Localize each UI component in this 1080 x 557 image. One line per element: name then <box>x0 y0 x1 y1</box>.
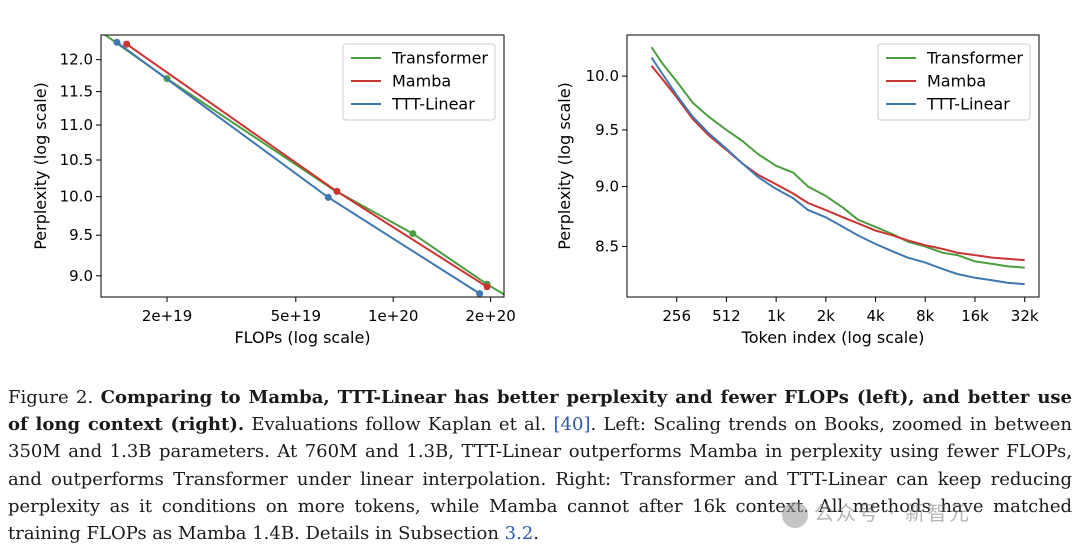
x-axis-label: FLOPs (log scale) <box>234 328 370 347</box>
series-line-transformer <box>650 46 1025 269</box>
legend-label: TTT-Linear <box>391 95 475 114</box>
series-line-ttt-linear <box>650 56 1025 286</box>
x-tick-label: 2e+20 <box>465 307 515 325</box>
data-point-ttt-linear <box>476 290 484 297</box>
caption-part3: . <box>533 523 540 545</box>
y-tick-label: 8.5 <box>595 237 619 255</box>
x-tick-label: 5e+19 <box>271 307 321 325</box>
data-point-transformer <box>409 230 417 238</box>
caption-part1: Evaluations follow Kaplan et al. <box>244 414 554 436</box>
y-tick-label: 12.0 <box>60 51 93 69</box>
y-tick-label: 9.5 <box>69 226 93 244</box>
figure-caption: Figure 2. Comparing to Mamba, TTT-Linear… <box>8 384 1072 547</box>
legend-label: Transformer <box>391 49 488 68</box>
x-axis-label: Token index (log scale) <box>741 328 925 347</box>
data-point-mamba <box>483 283 491 291</box>
y-tick-label: 10.0 <box>586 67 619 85</box>
caption-part2: . Left: Scaling trends on Books, zoomed … <box>8 414 1072 545</box>
data-point-mamba <box>333 187 341 195</box>
x-tick-label: 512 <box>712 307 741 325</box>
y-tick-label: 10.5 <box>60 151 93 169</box>
x-tick-label: 2e+19 <box>142 307 192 325</box>
x-tick-label: 8k <box>916 307 935 325</box>
y-tick-label: 9.0 <box>69 267 93 285</box>
chart-panel-1: 2e+19 5e+19 1e+20 2e+20 9.0 9.5 10.0 10.5 11.0 11… <box>31 34 516 347</box>
data-point-mamba <box>123 40 131 48</box>
x-tick-label: 2k <box>817 307 836 325</box>
citation-link-40[interactable]: [40] <box>553 414 591 436</box>
y-tick-label: 11.5 <box>60 83 93 101</box>
y-tick-label: 9.0 <box>595 178 619 196</box>
plot-frame <box>626 34 1040 298</box>
figure-charts: 2e+19 5e+19 1e+20 2e+20 9.0 9.5 10.0 10.5 11.0 11… <box>31 34 1040 347</box>
series-line-mamba <box>650 65 1025 262</box>
legend-box <box>342 43 496 121</box>
caption-prefix: Figure 2. <box>8 387 101 408</box>
x-tick-label: 32k <box>1011 307 1039 325</box>
legend: Transformer Mamba TTT-Linear <box>877 43 1031 121</box>
y-tick-label: 11.0 <box>60 116 93 134</box>
x-tick-label: 1e+20 <box>368 307 418 325</box>
legend-box <box>877 43 1031 121</box>
x-tick-label: 4k <box>866 307 885 325</box>
x-tick-label: 1k <box>767 307 786 325</box>
legend-label: TTT-Linear <box>926 95 1010 114</box>
subsection-link[interactable]: 3.2 <box>504 523 534 545</box>
series-group <box>103 35 504 297</box>
data-point-ttt-linear <box>113 38 121 46</box>
caption-bold: Comparing to Mamba, TTT-Linear has bette… <box>8 387 1072 436</box>
watermark-text: 公众号 · 新智元 <box>814 501 972 525</box>
y-axis-label: Perplexity (log scale) <box>31 82 50 250</box>
y-axis-label: Perplexity (log scale) <box>555 82 574 250</box>
plot-frame <box>100 34 505 298</box>
x-tick-label: 256 <box>662 307 691 325</box>
y-tick-label: 10.0 <box>60 188 93 206</box>
x-tick-label: 16k <box>961 307 989 325</box>
legend-label: Transformer <box>926 49 1023 68</box>
legend-label: Mamba <box>392 72 451 91</box>
legend: Transformer Mamba TTT-Linear <box>342 43 496 121</box>
watermark: 公众号 · 新智元 <box>782 497 971 528</box>
data-point-ttt-linear <box>324 193 332 201</box>
legend-label: Mamba <box>927 72 986 91</box>
y-tick-label: 9.5 <box>595 121 619 139</box>
series-group <box>650 46 1025 286</box>
chart-panel-2: 256 512 1k 2k 4k 8k 16k 32k 8.5 9.0 9.5 10.0 Token i… <box>555 34 1040 347</box>
wechat-icon <box>782 501 808 528</box>
